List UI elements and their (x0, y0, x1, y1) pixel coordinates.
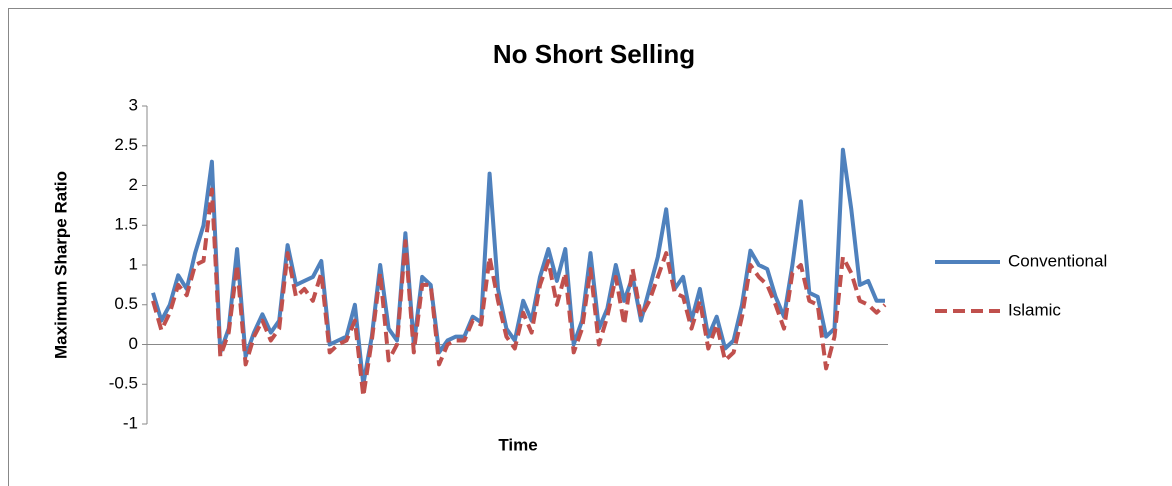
series-line (151, 147, 885, 387)
y-tick-label: 1 (129, 254, 138, 273)
legend-label: Conventional (1008, 251, 1107, 270)
y-tick-label: 3 (129, 95, 138, 114)
legend-label: Islamic (1008, 300, 1061, 319)
series-line (151, 187, 887, 399)
y-tick-label: 2 (129, 175, 138, 194)
chart-border (8, 8, 1172, 486)
y-tick-label: 1.5 (114, 215, 138, 234)
x-axis-title: Time (498, 435, 537, 454)
y-axis-title: Maximum Sharpe Ratio (51, 171, 70, 359)
y-tick-label: 0.5 (114, 294, 138, 313)
y-tick-label: -0.5 (109, 374, 138, 393)
y-tick-label: -1 (123, 413, 138, 432)
chart-title: No Short Selling (493, 39, 695, 69)
y-tick-label: 2.5 (114, 135, 138, 154)
y-tick-label: 0 (129, 334, 138, 353)
